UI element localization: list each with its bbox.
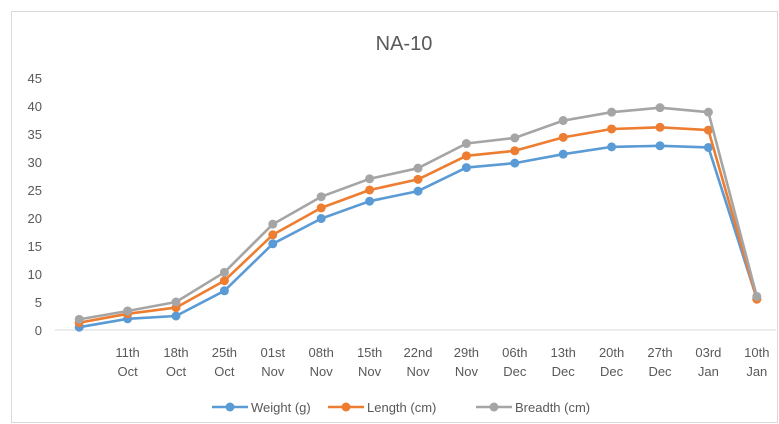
- data-point: [703, 142, 713, 152]
- y-tick-label: 10: [28, 267, 42, 282]
- data-point: [510, 133, 520, 143]
- data-point: [655, 122, 665, 132]
- x-tick-label: Jan: [698, 364, 719, 379]
- y-tick-label: 30: [28, 155, 42, 170]
- y-tick-label: 15: [28, 239, 42, 254]
- data-point: [461, 139, 471, 149]
- y-tick-label: 35: [28, 127, 42, 142]
- x-tick-label: 22nd: [404, 345, 433, 360]
- data-point: [655, 103, 665, 113]
- data-point: [219, 286, 229, 296]
- data-point: [607, 142, 617, 152]
- data-point: [607, 107, 617, 117]
- data-point: [413, 163, 423, 173]
- data-point: [268, 239, 278, 249]
- series-2: [74, 122, 762, 328]
- data-point: [268, 219, 278, 229]
- series-3: [74, 103, 762, 324]
- x-tick-label: Dec: [600, 364, 624, 379]
- data-point: [316, 214, 326, 224]
- data-point: [219, 276, 229, 286]
- data-point: [123, 306, 133, 316]
- x-tick-label: 13th: [551, 345, 576, 360]
- x-tick-label: Oct: [117, 364, 138, 379]
- series-line: [78, 126, 759, 324]
- data-point: [558, 132, 568, 142]
- data-point: [316, 192, 326, 202]
- legend-label: Weight (g): [251, 400, 311, 415]
- data-point: [607, 124, 617, 134]
- x-tick-label: Nov: [406, 364, 430, 379]
- legend-item: Weight (g): [212, 400, 311, 415]
- x-tick-label: 08th: [309, 345, 334, 360]
- x-tick-label: 06th: [502, 345, 527, 360]
- data-point: [703, 107, 713, 117]
- y-tick-label: 45: [28, 71, 42, 86]
- x-tick-label: 15th: [357, 345, 382, 360]
- legend: Weight (g) Length (cm) Breadth (cm): [212, 400, 590, 415]
- data-point: [558, 149, 568, 159]
- x-tick-label: Nov: [455, 364, 479, 379]
- x-tick-label: Oct: [166, 364, 187, 379]
- data-point: [461, 163, 471, 173]
- x-tick-label: 01st: [261, 345, 286, 360]
- x-tick-label: Nov: [310, 364, 334, 379]
- series-1: [74, 141, 762, 332]
- data-point: [558, 116, 568, 126]
- x-tick-label: Dec: [648, 364, 672, 379]
- x-tick-label: Jan: [746, 364, 767, 379]
- data-point: [171, 297, 181, 307]
- legend-label: Breadth (cm): [515, 400, 590, 415]
- x-tick-label: Oct: [214, 364, 235, 379]
- x-tick-label: 29th: [454, 345, 479, 360]
- data-point: [316, 203, 326, 213]
- chart-title: NA-10: [376, 33, 433, 55]
- y-axis: 0 5 10 15 20 25 30 35 40 45: [28, 71, 42, 338]
- y-tick-label: 0: [35, 323, 42, 338]
- data-point: [365, 196, 375, 206]
- x-tick-label: Nov: [358, 364, 382, 379]
- x-tick-label: 11th: [115, 345, 139, 360]
- data-point: [413, 186, 423, 196]
- series-layer: [74, 103, 762, 332]
- data-point: [703, 125, 713, 135]
- legend-swatch-marker: [341, 402, 351, 412]
- x-tick-label: 20th: [599, 345, 624, 360]
- x-tick-label: 25th: [212, 345, 237, 360]
- x-axis: 11th Oct 18th Oct 25th Oct 01st Nov 08th Nov 15th N…: [55, 329, 776, 379]
- y-tick-label: 20: [28, 211, 42, 226]
- series-line: [78, 106, 759, 321]
- y-tick-label: 25: [28, 183, 42, 198]
- legend-swatch-marker: [225, 402, 235, 412]
- x-tick-label: 18th: [163, 345, 188, 360]
- data-point: [74, 314, 84, 324]
- legend-label: Length (cm): [367, 400, 436, 415]
- data-point: [219, 267, 229, 277]
- legend-swatch-marker: [489, 402, 499, 412]
- legend-item: Length (cm): [328, 400, 436, 415]
- x-tick-label: 03rd: [695, 345, 721, 360]
- data-point: [510, 158, 520, 168]
- x-tick-label: Dec: [503, 364, 527, 379]
- data-point: [268, 230, 278, 240]
- data-point: [413, 174, 423, 184]
- y-tick-label: 5: [35, 295, 42, 310]
- x-tick-label: 10th: [744, 345, 769, 360]
- x-tick-label: 27th: [647, 345, 672, 360]
- data-point: [461, 151, 471, 161]
- data-point: [171, 311, 181, 321]
- data-point: [365, 185, 375, 195]
- y-tick-label: 40: [28, 99, 42, 114]
- data-point: [752, 291, 762, 301]
- x-tick-label: Dec: [552, 364, 576, 379]
- data-point: [510, 146, 520, 156]
- chart-frame: [11, 11, 778, 423]
- data-point: [365, 174, 375, 184]
- legend-item: Breadth (cm): [476, 400, 590, 415]
- data-point: [655, 141, 665, 151]
- x-tick-label: Nov: [261, 364, 285, 379]
